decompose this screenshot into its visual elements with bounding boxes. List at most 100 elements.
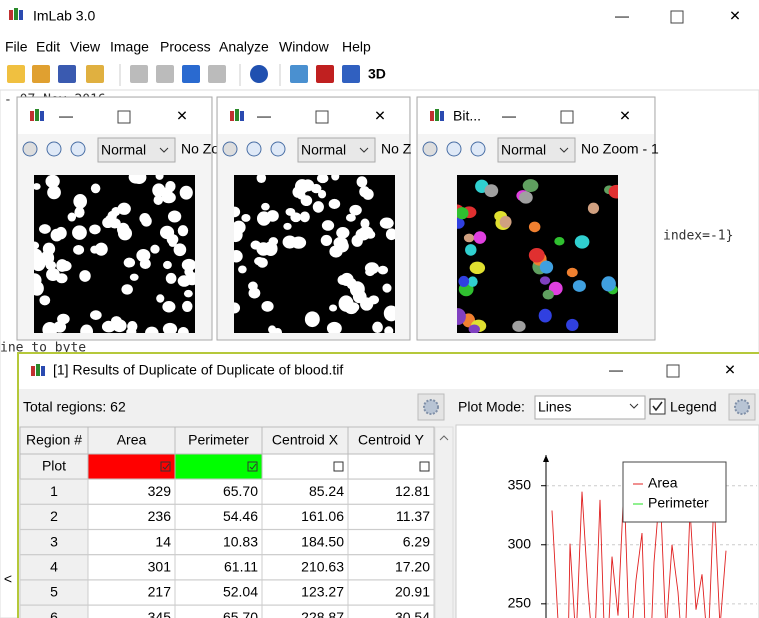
zoom-tool[interactable] (422, 141, 438, 157)
cell-blob (282, 235, 297, 249)
cell-value: 30.54 (395, 609, 430, 618)
plot-toggle-checkbox[interactable] (160, 461, 171, 472)
zoom-tool[interactable] (70, 141, 86, 157)
cell-blob (385, 228, 395, 241)
table-cell (261, 529, 349, 556)
cell-blob (90, 310, 102, 320)
toolbar-button[interactable] (32, 65, 50, 83)
cell-blob (128, 175, 144, 184)
cell-blob (360, 218, 370, 229)
menu-item[interactable]: Window (279, 39, 330, 55)
zoom-tool[interactable] (270, 141, 286, 157)
table-scrollbar[interactable] (434, 426, 454, 618)
cell-blob (250, 240, 261, 250)
row-number: 1 (50, 483, 58, 499)
cell-blob (46, 267, 60, 281)
zoom-tool[interactable] (246, 141, 262, 157)
menu-item[interactable]: Image (110, 39, 149, 55)
legend-label: Legend (670, 399, 717, 415)
cell-blob (234, 250, 243, 263)
maximize-button[interactable] (560, 110, 574, 124)
checkmark (249, 463, 257, 470)
toolbar-button[interactable] (7, 65, 25, 83)
toolbar-button[interactable] (316, 65, 334, 83)
toolbar-button[interactable] (58, 65, 76, 83)
minimize-button[interactable]: — (59, 108, 73, 124)
cell-value: 161.06 (301, 508, 344, 524)
cell-blob (45, 175, 60, 188)
toolbar-button[interactable] (156, 65, 174, 83)
window-title: ImLab 3.0 (33, 8, 95, 24)
toolbar-button[interactable] (182, 65, 200, 83)
plot-legend (622, 461, 727, 523)
combo-caret (159, 147, 169, 153)
toolbar-button[interactable] (290, 65, 308, 83)
cell-blob (155, 175, 164, 180)
cell-blob (261, 202, 270, 211)
zoom-combo-value: Normal (501, 142, 546, 158)
maximize-button[interactable] (315, 110, 329, 124)
menu-item[interactable]: Analyze (219, 39, 269, 55)
maximize-button[interactable] (117, 110, 131, 124)
cell-blob (358, 226, 374, 239)
minimize-button[interactable]: — (502, 108, 516, 124)
column-header[interactable]: Perimeter (188, 432, 249, 448)
header-cell (261, 426, 349, 455)
cell-blob (67, 212, 77, 222)
zoom-tool[interactable] (470, 141, 486, 157)
zoom-tool[interactable] (22, 141, 38, 157)
plot-toggle-checkbox[interactable] (419, 461, 430, 472)
zoom-tool[interactable] (446, 141, 462, 157)
plot-mode-combo[interactable] (534, 395, 646, 420)
plot-row-label: Plot (42, 458, 66, 474)
close-button[interactable]: ✕ (619, 108, 631, 124)
toolbar-button[interactable] (342, 65, 360, 83)
app-icon (435, 109, 439, 121)
close-button[interactable]: ✕ (176, 108, 188, 124)
close-button[interactable]: ✕ (729, 8, 741, 24)
toolbar-3d-label[interactable]: 3D (368, 66, 386, 82)
header-cell (174, 426, 263, 455)
cell-blob (126, 327, 137, 333)
zoom-tool[interactable] (46, 141, 62, 157)
column-header[interactable]: Centroid Y (358, 432, 425, 448)
minimize-button[interactable]: — (257, 108, 271, 124)
row-header-cell (19, 529, 89, 556)
legend-checkbox[interactable] (649, 398, 666, 415)
cell-blob (382, 283, 392, 293)
toolbar-button[interactable] (250, 65, 268, 83)
toolbar-button[interactable] (130, 65, 148, 83)
plot-mode-value: Lines (538, 399, 571, 415)
zoom-tool[interactable] (222, 141, 238, 157)
table-cell (347, 478, 435, 505)
maximize-button[interactable] (666, 364, 680, 378)
cell-blob (519, 191, 533, 204)
results-titlebar (19, 354, 759, 389)
menu-item[interactable]: Edit (36, 39, 60, 55)
close-button[interactable]: ✕ (374, 108, 386, 124)
menu-item[interactable]: File (5, 39, 28, 55)
column-header[interactable]: Area (117, 432, 147, 448)
results-title: [1] Results of Duplicate of Duplicate of… (53, 362, 343, 378)
cell-blob (349, 281, 365, 298)
minimize-button[interactable]: — (609, 362, 623, 378)
minimize-button[interactable]: — (615, 8, 629, 24)
cell-value: 14 (155, 533, 171, 549)
maximize-button[interactable] (670, 10, 684, 24)
scroll-up-arrow (439, 435, 449, 441)
cell-blob (162, 322, 178, 333)
menu-item[interactable]: Help (342, 39, 371, 55)
app-icon (230, 111, 234, 121)
toolbar-button[interactable] (86, 65, 104, 83)
cell-blob (512, 320, 526, 332)
plot-toggle-checkbox[interactable] (247, 461, 258, 472)
plot-toggle-checkbox[interactable] (333, 461, 344, 472)
column-header[interactable]: Region # (26, 432, 82, 448)
column-header[interactable]: Centroid X (272, 432, 339, 448)
menu-item[interactable]: Process (160, 39, 211, 55)
menu-item[interactable]: View (70, 39, 101, 55)
cell-blob (566, 267, 578, 278)
close-button[interactable]: ✕ (724, 362, 736, 378)
toolbar-button[interactable] (208, 65, 226, 83)
